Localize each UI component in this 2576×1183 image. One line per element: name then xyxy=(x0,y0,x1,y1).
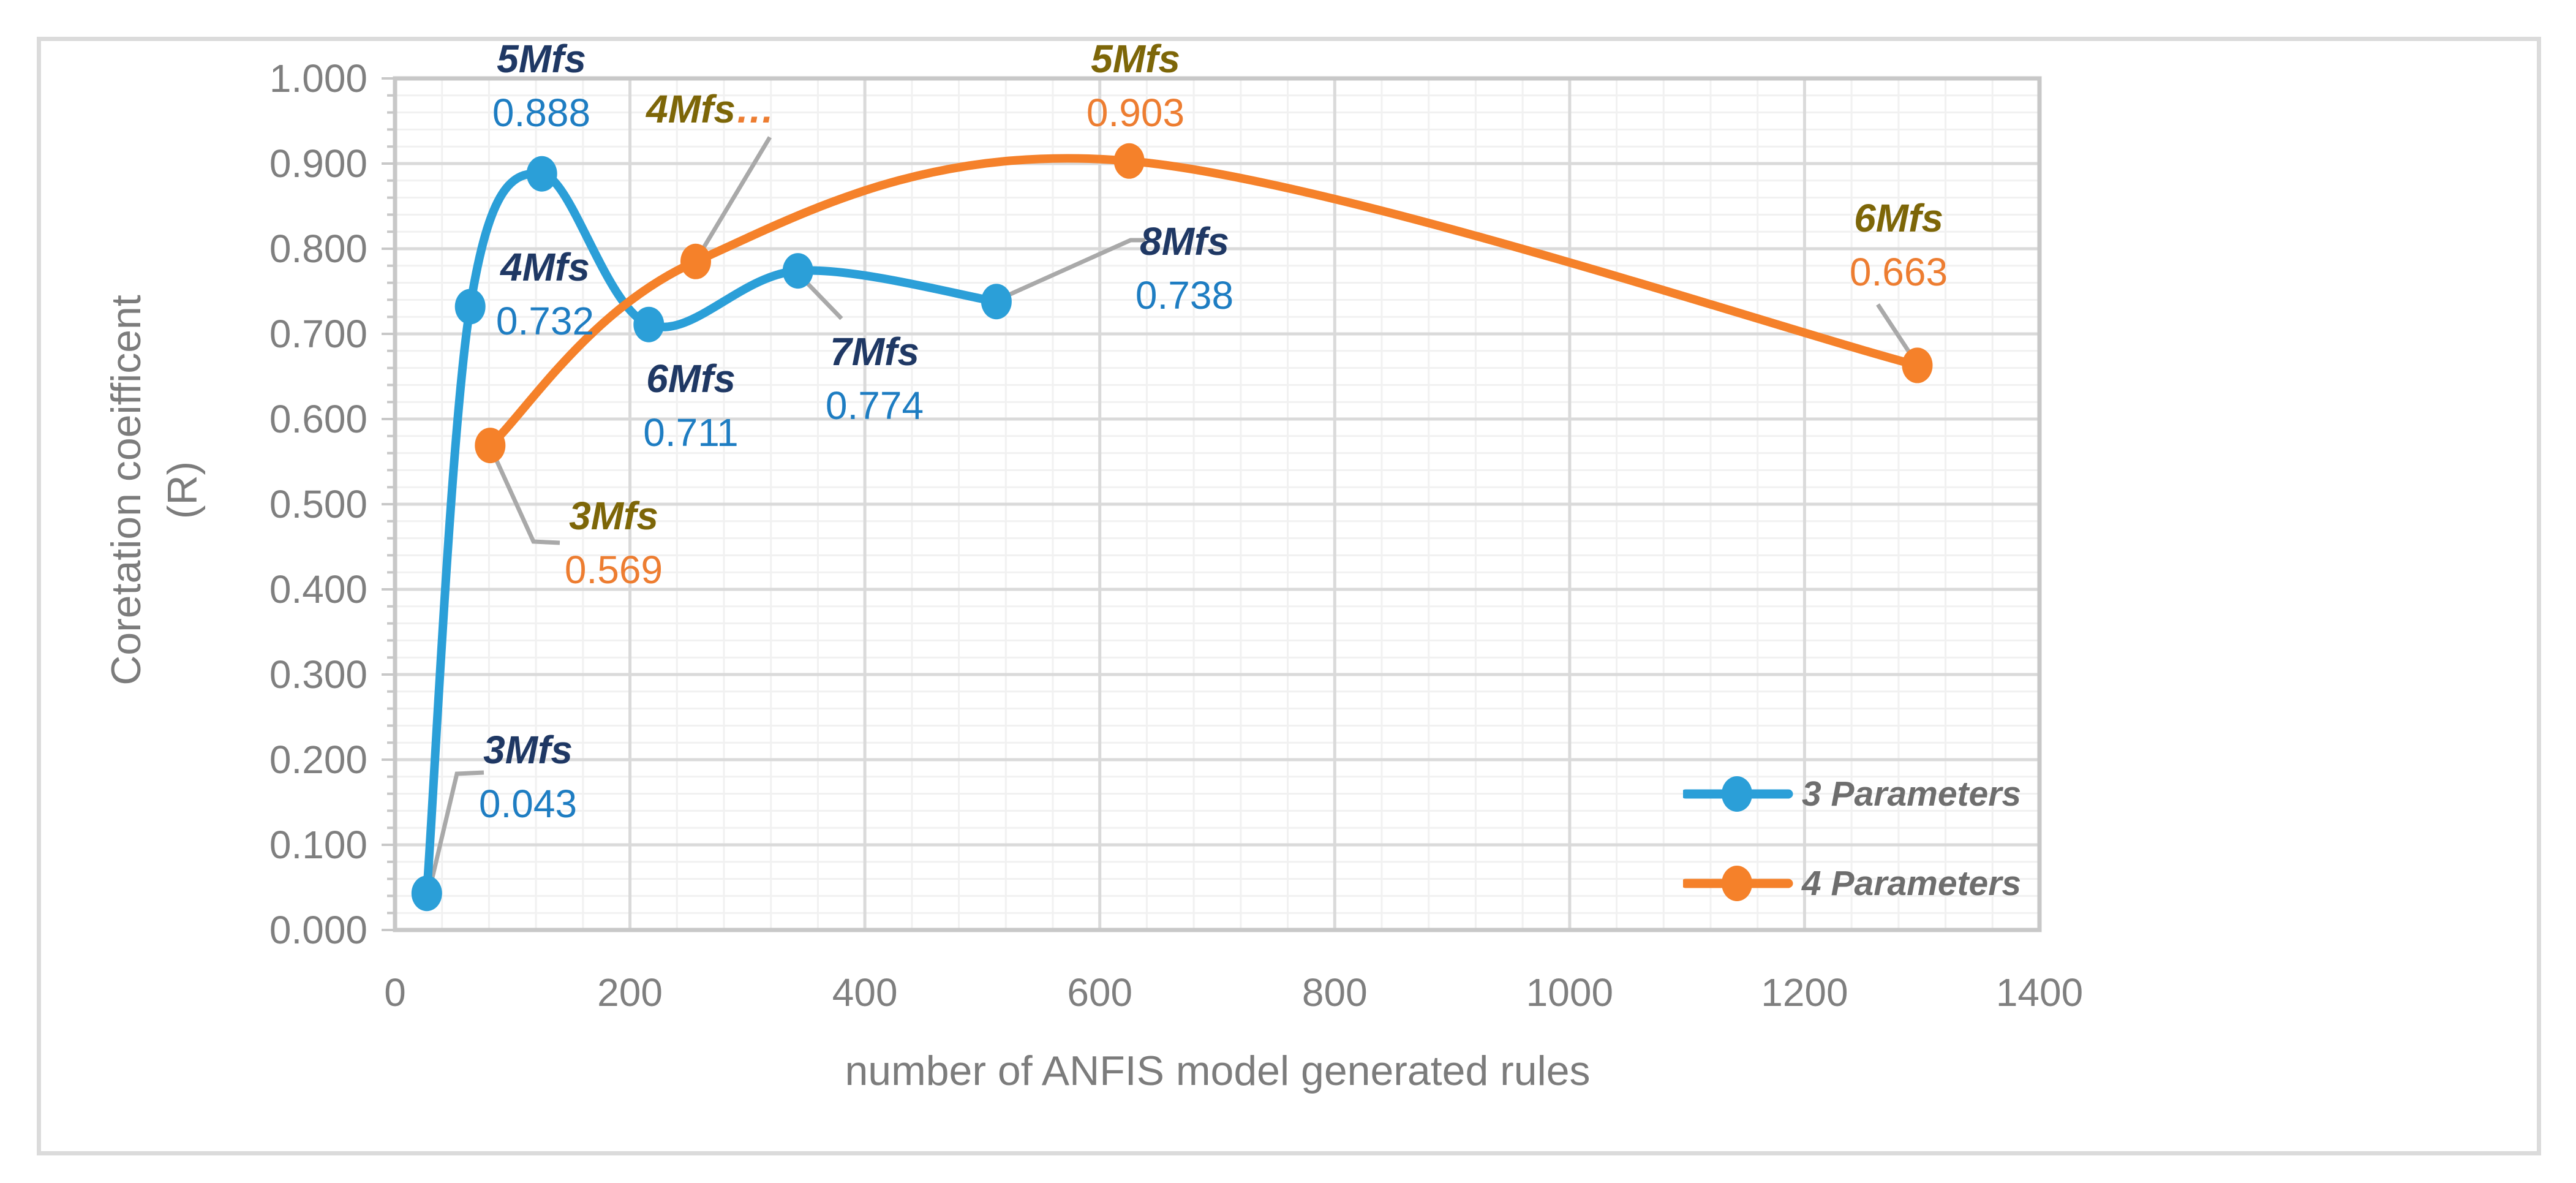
leader-line-3-parameters-7Mfs xyxy=(802,278,843,320)
marker-4-parameters-4Mfs xyxy=(680,243,711,279)
marker-3-parameters-5Mfs xyxy=(526,156,557,192)
marker-4-parameters-5Mfs xyxy=(1113,143,1145,179)
marker-3-parameters-7Mfs xyxy=(782,253,813,289)
label-category: 7Mfs xyxy=(830,330,919,374)
label-category: 3Mfs xyxy=(569,494,658,538)
data-label-4-parameters-6Mfs: 6Mfs 0.663 xyxy=(1746,191,2052,299)
y-tick-label-0.700: 0.700 xyxy=(269,312,367,356)
marker-3-parameters-8Mfs xyxy=(981,284,1012,320)
y-tick-label-0.800: 0.800 xyxy=(269,227,367,271)
x-tick-label-1400: 1400 xyxy=(1995,970,2084,1015)
label-category: 4Mfs xyxy=(500,245,590,289)
label-value: 0.569 xyxy=(564,548,663,592)
y-tick-label-1.000: 1.000 xyxy=(269,56,367,100)
label-value: 0.663 xyxy=(1849,250,1948,294)
label-value: 0.738 xyxy=(1135,273,1234,317)
label-truncated-dots: … xyxy=(735,87,775,131)
x-tick-label-200: 200 xyxy=(597,970,663,1015)
leader-line-4-parameters-4Mfs xyxy=(699,136,772,252)
data-label-3-parameters-5Mfs: 5Mfs 0.888 xyxy=(388,32,695,140)
y-axis-title: Coretation coeifficent (R) xyxy=(98,153,211,827)
y-tick-label-0.400: 0.400 xyxy=(269,567,367,611)
data-label-3-parameters-3Mfs: 3Mfs 0.043 xyxy=(375,723,681,831)
leader-line-4-parameters-6Mfs xyxy=(1876,303,1914,358)
series-line-1 xyxy=(486,154,1922,450)
label-value: 0.043 xyxy=(478,782,578,826)
label-value: 0.711 xyxy=(643,410,739,455)
label-category: 6Mfs xyxy=(646,357,736,401)
y-tick-label-0.100: 0.100 xyxy=(269,823,367,867)
x-tick-label-1000: 1000 xyxy=(1526,970,1614,1015)
leader-line-3-parameters-8Mfs xyxy=(1004,238,1145,299)
figure-border xyxy=(37,37,2541,1155)
legend-label: 3 Parameters xyxy=(1802,774,2022,814)
label-value: 0.732 xyxy=(495,299,595,343)
data-label-4-parameters-5Mfs: 5Mfs 0.903 xyxy=(982,32,1289,140)
label-value: 0.888 xyxy=(492,91,591,135)
data-label-3-parameters-6Mfs: 6Mfs 0.711 xyxy=(538,352,844,459)
legend-key-icon xyxy=(1683,776,1793,812)
leader-line-3-parameters-3Mfs xyxy=(428,770,484,886)
data-label-3-parameters-4Mfs: 4Mfs 0.732 xyxy=(392,240,698,348)
label-category: 8Mfs xyxy=(1140,219,1229,263)
data-label-4-parameters-4Mfs: 4Mfs… xyxy=(557,82,864,136)
legend-item-3-parameters: 3 Parameters xyxy=(1683,772,2021,816)
marker-3-parameters-4Mfs xyxy=(454,289,486,325)
x-tick-label-0: 0 xyxy=(384,970,406,1015)
x-tick-label-400: 400 xyxy=(832,970,898,1015)
y-tick-label-0.500: 0.500 xyxy=(269,482,367,526)
data-label-3-parameters-8Mfs: 8Mfs 0.738 xyxy=(1031,214,1338,322)
y-axis-title-line1: Coretation coeifficent xyxy=(103,295,149,686)
y-tick-label-0.900: 0.900 xyxy=(269,142,367,186)
legend-key-icon xyxy=(1683,866,1793,901)
y-tick-label-0.300: 0.300 xyxy=(269,652,367,697)
x-tick-label-600: 600 xyxy=(1067,970,1133,1015)
label-category: 3Mfs xyxy=(483,728,573,772)
marker-3-parameters-3Mfs xyxy=(411,875,442,912)
y-tick-label-0.000: 0.000 xyxy=(269,908,367,952)
y-axis-tick-marks xyxy=(382,77,395,931)
y-tick-label-0.600: 0.600 xyxy=(269,397,367,441)
data-label-4-parameters-3Mfs: 3Mfs 0.569 xyxy=(461,489,767,597)
y-axis-title-line2: (R) xyxy=(159,461,206,520)
marker-3-parameters-6Mfs xyxy=(633,306,665,342)
x-axis-title: number of ANFIS model generated rules xyxy=(845,1048,1591,1094)
label-category: 6Mfs xyxy=(1854,196,1943,240)
label-category: 5Mfs xyxy=(1091,37,1180,81)
leader-line-4-parameters-3Mfs xyxy=(491,453,560,545)
legend-label: 4 Parameters xyxy=(1802,864,2022,903)
marker-4-parameters-3Mfs xyxy=(475,428,506,464)
x-tick-label-800: 800 xyxy=(1301,970,1368,1015)
label-category: 4Mfs… xyxy=(646,87,775,131)
data-label-3-parameters-7Mfs: 7Mfs 0.774 xyxy=(721,325,1028,433)
marker-4-parameters-6Mfs xyxy=(1902,347,1933,384)
y-tick-label-0.200: 0.200 xyxy=(269,738,367,782)
label-value: 0.774 xyxy=(825,384,924,428)
legend-item-4-parameters: 4 Parameters xyxy=(1683,861,2021,905)
label-category: 5Mfs xyxy=(497,37,586,81)
label-value: 0.903 xyxy=(1086,91,1185,135)
x-tick-label-1200: 1200 xyxy=(1761,970,1848,1015)
